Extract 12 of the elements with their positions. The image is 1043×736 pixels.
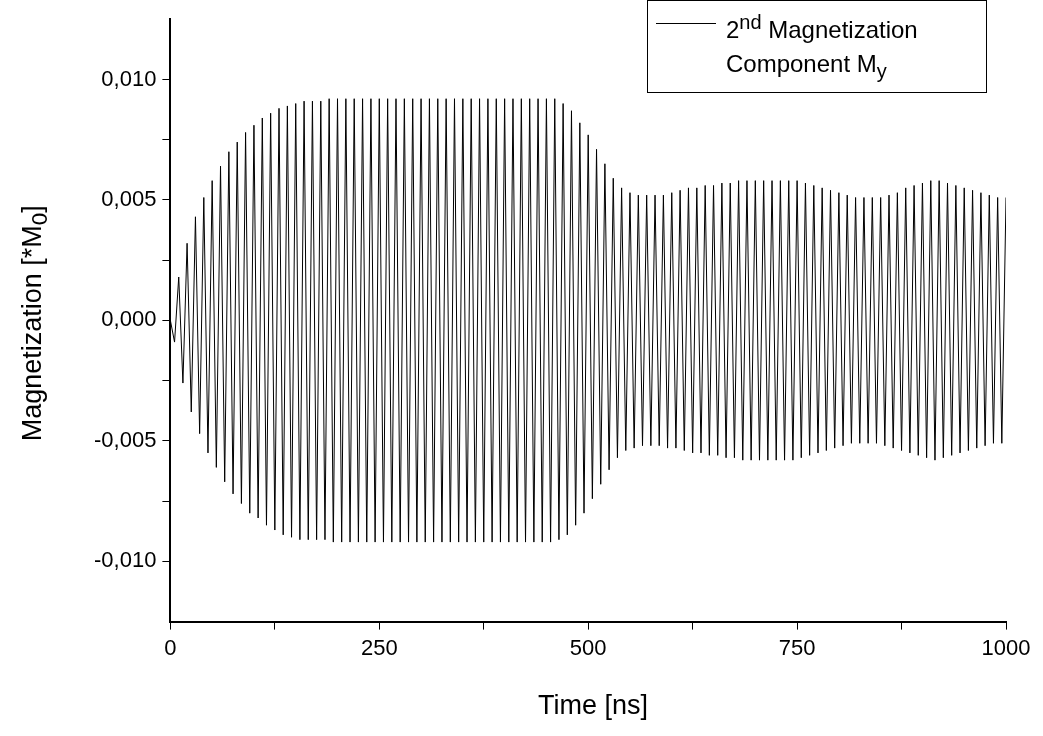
y-tick-label: -0,005 [93,426,157,452]
x-tick-label: 750 [778,634,816,660]
y-tick-label: 0,005 [101,185,157,211]
y-tick-label: 0,010 [101,65,157,91]
x-axis-title: Time [ns] [537,690,649,721]
x-tick-label: 500 [569,634,607,660]
legend-label: 2$^{nd}$ Magnetization Component M$_{y}$ [726,10,919,84]
y-tick-label: -0,010 [93,547,157,573]
x-tick-label: 1000 [981,634,1031,660]
x-tick-label: 250 [360,634,398,660]
y-tick-label: 0,000 [101,306,157,332]
x-tick-label: 0 [164,634,177,660]
